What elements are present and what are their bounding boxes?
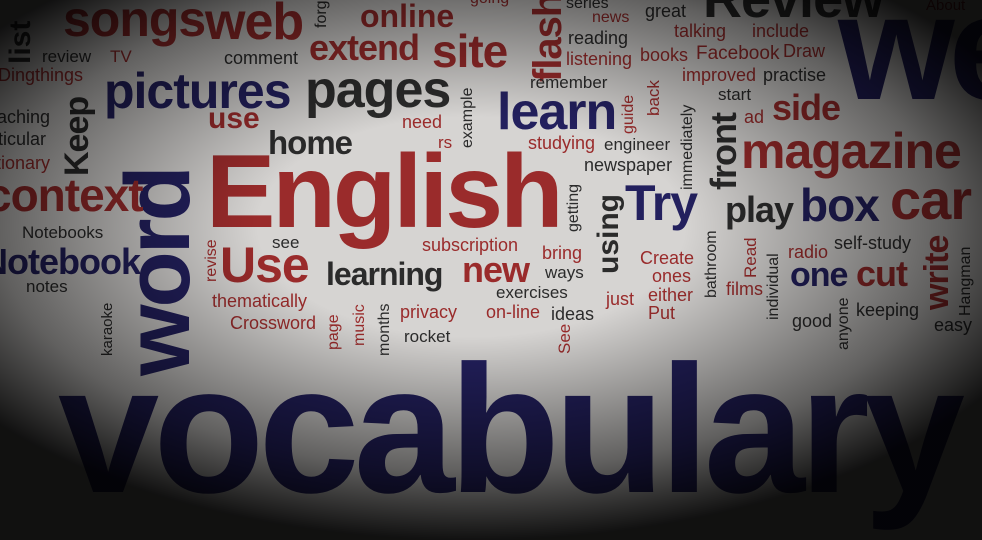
word-see: see [272,233,300,252]
word-front: front [703,113,744,190]
word-one: one [790,256,848,294]
word-news: news [592,9,630,26]
word-remember: remember [530,73,608,92]
word-notes: notes [26,277,68,296]
word-flash: flash [526,0,570,82]
word-use-lower: use [208,102,260,135]
word-ticular: ticular [0,129,47,149]
word-side: side [772,87,841,128]
word-self-study: self-study [834,233,912,253]
word-months: months [376,303,393,356]
word-create: Create [640,248,695,268]
word-home: home [268,124,353,161]
word-ad: ad [744,107,765,127]
word-practise: practise [763,65,827,85]
word-teaching: teaching [0,107,51,127]
word-music: music [351,304,368,346]
word-ideas: ideas [551,304,595,324]
word-crossword: Crossword [230,313,317,333]
word-subscription: subscription [422,235,519,255]
word-car: car [890,168,972,231]
word-put: Put [648,303,676,323]
word-start: start [718,85,752,104]
word-write: write [918,235,956,310]
word-thematically: thematically [212,291,308,311]
word-getting: getting [565,183,582,232]
word-ways: ways [545,263,584,282]
word-play: play [725,189,794,230]
word-read: Read [741,237,760,278]
word-keeping: keeping [856,300,920,320]
word-cut: cut [856,253,908,294]
word-easy: easy [934,315,973,335]
word-dingthings: Dingthings [0,65,84,85]
word-either: either [648,285,694,305]
word-comment: comment [224,48,299,68]
word-tv: TV [110,47,132,66]
word-anyone: anyone [835,297,852,351]
word-back: back [644,80,663,116]
word-rocket: rocket [404,327,451,346]
word-individual: individual [765,253,782,320]
word-web: web [205,0,304,51]
word-include: include [752,21,810,41]
word-films: films [726,279,763,299]
word-engineer: engineer [604,135,671,154]
word-bring: bring [542,243,583,263]
word-tionary: tionary [0,153,51,173]
word-learning: learning [326,256,443,292]
word-need: need [402,112,443,132]
word-improved: improved [682,65,757,85]
word-using: using [592,194,625,274]
word-box: box [800,179,880,231]
word-pictures: pictures [104,63,292,119]
word-page: page [325,314,342,350]
word-exercises: exercises [496,283,568,302]
word-example: example [459,87,476,148]
word-hangman: Hangman [957,246,974,316]
word-context: context [0,169,144,221]
word-karaoke: karaoke [99,302,116,356]
word-notebooks: Notebooks [22,223,104,242]
word-listening: listening [566,49,633,69]
word-pages: pages [305,61,451,119]
word-immediately: immediately [679,104,696,190]
word-ones: ones [652,266,692,286]
word-privacy: privacy [400,302,458,322]
word-english: English [206,134,564,250]
word-reading: reading [568,28,629,48]
word-review-small: review [42,47,92,66]
word-revise: revise [203,239,220,282]
word-songs: songs [63,0,206,47]
word-great: great [645,1,687,21]
word-keep: Keep [58,96,96,176]
word-books: books [640,45,689,65]
word-facebook: Facebook [696,43,780,64]
word-going: going [470,0,509,7]
word-see-cap: See [555,323,574,354]
word-bathroom: bathroom [703,230,720,298]
word-radio: radio [788,242,829,262]
word-talking: talking [674,21,727,41]
word-notebook: Notebook [0,241,141,282]
word-learn: learn [497,83,617,141]
word-studying: studying [528,133,596,153]
word-guide: guide [620,94,637,134]
word-forget: forg [313,0,330,28]
word-draw: Draw [783,41,826,61]
word-rs: rs [438,133,453,152]
word-on-line: on-line [486,302,541,322]
word-just: just [606,289,635,309]
word-list: list [4,20,37,64]
word-newspaper: newspaper [584,155,673,175]
word-good: good [792,311,833,331]
word-about: About [926,0,966,14]
